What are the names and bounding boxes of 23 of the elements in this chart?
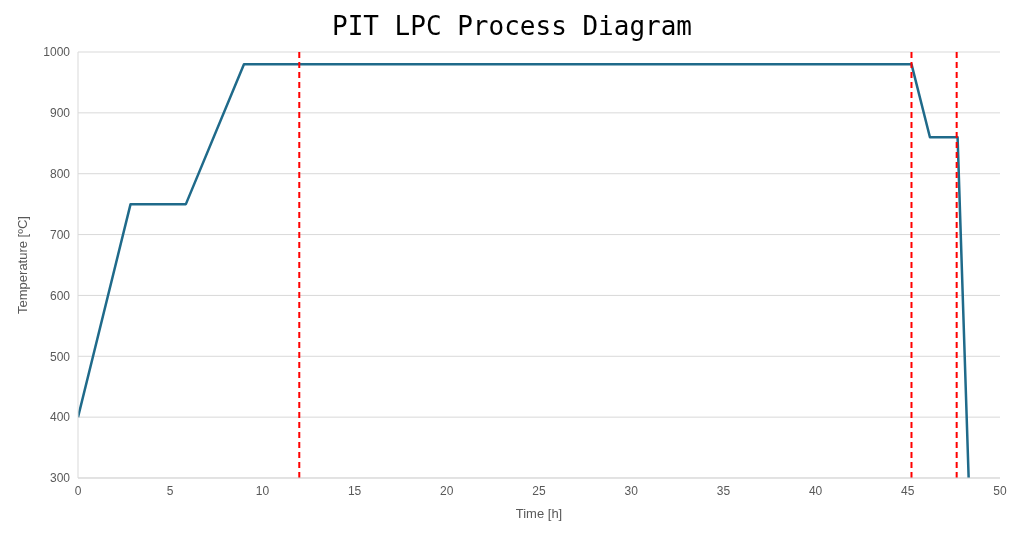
x-tick-label: 50 <box>993 483 1007 498</box>
y-tick-label: 900 <box>49 106 71 121</box>
y-tick-label: 500 <box>49 349 71 364</box>
chart-title: PIT LPC Process Diagram <box>331 10 693 43</box>
x-tick-label: 15 <box>347 483 362 498</box>
x-tick-label: 10 <box>255 483 270 498</box>
y-tick-label: 300 <box>49 471 71 486</box>
y-tick-label: 600 <box>49 288 71 303</box>
x-axis-title: Time [h] <box>515 506 563 521</box>
y-tick-label: 400 <box>49 410 71 425</box>
y-tick-label: 800 <box>49 166 71 181</box>
x-tick-label: 5 <box>166 483 174 498</box>
x-tick-label: 35 <box>716 483 731 498</box>
y-axis-title: Temperature [ºC] <box>14 216 30 314</box>
x-tick-label: 0 <box>74 483 82 498</box>
y-tick-label: 700 <box>49 227 71 242</box>
x-tick-label: 25 <box>532 483 546 498</box>
x-tick-label: 45 <box>901 483 915 498</box>
x-tick-label: 20 <box>440 483 454 498</box>
x-tick-label: 40 <box>808 483 823 498</box>
x-tick-label: 30 <box>624 483 639 498</box>
line-series <box>78 62 970 478</box>
y-tick-label: 1000 <box>43 45 71 60</box>
